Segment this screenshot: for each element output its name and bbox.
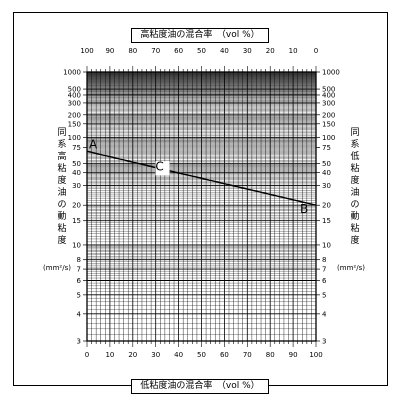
left-tick-label: 75 — [72, 144, 81, 152]
top-tick-label: 70 — [151, 47, 160, 55]
top-tick-label: 30 — [243, 47, 252, 55]
right-tick-label: 8 — [322, 256, 326, 264]
right-tick-label: 7 — [322, 266, 326, 274]
right-axis-label-char: 系 — [350, 139, 359, 150]
bottom-tick-label: 40 — [174, 351, 183, 359]
right-tick-label: 400 — [322, 91, 335, 99]
right-axis-label-char: 度 — [350, 234, 359, 246]
left-tick-label: 15 — [72, 217, 81, 225]
right-axis-label-char: の — [350, 200, 359, 210]
tick-labels: 100 90 80 70 60 50 40 30 20 10 00 10 20 30 40 50 60 70 80 9… — [63, 47, 340, 359]
left-axis-label-char: 粘 — [57, 162, 66, 174]
left-tick-label: 5 — [77, 291, 81, 299]
left-axis-unit: (mm²/s) — [43, 264, 71, 272]
right-tick-label: 15 — [322, 217, 331, 225]
right-axis-label-char: 同 — [350, 127, 359, 138]
left-tick-label: 4 — [77, 310, 82, 318]
bottom-tick-label: 60 — [220, 351, 229, 359]
bottom-tick-label: 20 — [128, 351, 137, 359]
right-axis-label-char: 度 — [350, 174, 359, 186]
right-tick-label: 20 — [322, 202, 331, 210]
left-tick-label: 8 — [77, 256, 81, 264]
right-tick-label: 200 — [322, 111, 335, 119]
left-axis-label-char: 動 — [57, 211, 66, 222]
top-tick-label: 0 — [314, 47, 318, 55]
right-tick-label: 150 — [322, 120, 335, 128]
right-tick-label: 500 — [322, 86, 335, 94]
point-label-bg — [155, 161, 170, 176]
right-axis-label-char: 動 — [350, 211, 359, 222]
left-tick-label: 40 — [72, 169, 81, 177]
bottom-axis-title: 低粘度油の混合率 （vol %） — [131, 379, 269, 394]
top-tick-label: 40 — [220, 47, 229, 55]
right-tick-label: 50 — [322, 160, 331, 168]
top-tick-label: 100 — [80, 47, 93, 55]
left-tick-label: 20 — [72, 202, 81, 210]
left-tick-label: 3 — [77, 338, 81, 346]
left-axis-label-char: 度 — [57, 234, 66, 246]
bottom-tick-label: 50 — [197, 351, 206, 359]
point-label-a: A — [89, 137, 98, 151]
top-tick-label: 60 — [174, 47, 183, 55]
left-tick-label: 500 — [68, 86, 81, 94]
right-tick-label: 75 — [322, 144, 331, 152]
right-tick-label: 300 — [322, 99, 335, 107]
left-tick-label: 400 — [68, 91, 81, 99]
right-axis-label-char: 低 — [350, 150, 359, 162]
top-tick-label: 90 — [105, 47, 114, 55]
left-axis-label-char: 高 — [57, 150, 66, 162]
left-tick-label: 50 — [72, 160, 81, 168]
right-tick-label: 1000 — [322, 69, 340, 77]
top-tick-label: 20 — [266, 47, 275, 55]
bottom-tick-label: 0 — [85, 351, 89, 359]
blend-line — [86, 150, 317, 206]
right-tick-label: 40 — [322, 169, 331, 177]
blend-line-layer: A C B — [86, 137, 317, 216]
right-tick-label: 3 — [322, 338, 326, 346]
left-tick-label: 150 — [68, 120, 81, 128]
bottom-tick-label: 10 — [105, 351, 114, 359]
left-axis-label-char: 同 — [57, 127, 66, 138]
top-tick-label: 10 — [289, 47, 298, 55]
right-tick-label: 4 — [322, 310, 327, 318]
top-axis-title: 高粘度油の混合率 （vol %） — [131, 28, 269, 43]
axis-ticks — [83, 66, 320, 347]
bottom-tick-label: 30 — [151, 351, 160, 359]
left-tick-label: 7 — [77, 266, 81, 274]
right-tick-label: 10 — [322, 241, 331, 249]
left-axis-label-char: の — [57, 200, 66, 210]
left-axis-label-char: 度 — [57, 174, 66, 186]
left-axis-label-char: 系 — [57, 139, 66, 150]
right-tick-label: 100 — [322, 134, 335, 142]
left-tick-label: 1000 — [63, 69, 81, 77]
right-tick-label: 30 — [322, 182, 331, 190]
left-tick-label: 6 — [77, 277, 82, 285]
left-axis-label-char: 油 — [57, 186, 66, 198]
right-tick-label: 6 — [322, 277, 327, 285]
point-label-c: C — [155, 159, 163, 173]
point-label-b: B — [300, 202, 308, 216]
right-axis-unit: (mm²/s) — [337, 264, 365, 272]
bottom-tick-label: 100 — [309, 351, 322, 359]
right-tick-label: 5 — [322, 291, 326, 299]
right-axis-label-char: 粘 — [350, 162, 359, 174]
left-tick-label: 100 — [68, 134, 81, 142]
left-tick-label: 30 — [72, 182, 81, 190]
left-tick-label: 10 — [72, 241, 81, 249]
top-axis-caption: 高粘度油の混合率 （vol %） — [0, 22, 400, 43]
right-axis-label-char: 粘 — [350, 222, 359, 234]
grid — [87, 72, 316, 341]
bottom-tick-label: 70 — [243, 351, 252, 359]
bottom-axis-caption: 低粘度油の混合率 （vol %） — [0, 373, 400, 394]
top-tick-label: 50 — [197, 47, 206, 55]
top-tick-label: 80 — [128, 47, 137, 55]
left-axis-label-char: 粘 — [57, 222, 66, 234]
right-axis-label-char: 油 — [350, 186, 359, 198]
bottom-tick-label: 90 — [289, 351, 298, 359]
bottom-tick-label: 80 — [266, 351, 275, 359]
left-tick-label: 200 — [68, 111, 81, 119]
left-tick-label: 300 — [68, 99, 81, 107]
